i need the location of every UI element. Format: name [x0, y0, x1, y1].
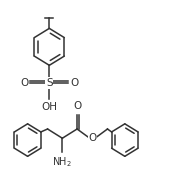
Text: NH$_2$: NH$_2$ — [52, 155, 72, 169]
Text: OH: OH — [41, 102, 57, 112]
Text: O: O — [73, 101, 81, 111]
Text: O: O — [20, 78, 29, 88]
Text: O: O — [89, 133, 97, 143]
Text: S: S — [46, 78, 53, 88]
Text: O: O — [70, 78, 78, 88]
